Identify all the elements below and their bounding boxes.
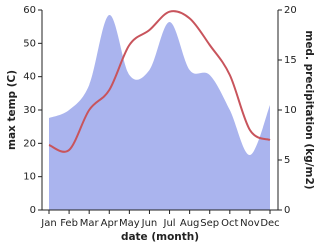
y2-tick-label: 0 — [284, 205, 290, 216]
y-tick-label: 20 — [23, 138, 36, 149]
x-tick-label: Apr — [101, 218, 119, 229]
x-axis-label: date (month) — [121, 231, 199, 243]
x-tick-label: Jul — [163, 218, 176, 229]
x-tick-label: Jan — [40, 218, 56, 229]
y-tick-label: 40 — [23, 72, 36, 83]
y2-tick-label: 10 — [284, 105, 297, 116]
x-tick-label: Jun — [141, 218, 158, 229]
y2-tick-label: 15 — [284, 55, 297, 66]
x-tick-label: Aug — [180, 218, 200, 229]
x-tick-label: Dec — [260, 218, 279, 229]
y-tick-label: 10 — [23, 172, 36, 183]
x-tick-label: May — [119, 218, 140, 229]
y-tick-label: 30 — [23, 105, 36, 116]
precip-area — [49, 14, 270, 210]
y-tick-label: 50 — [23, 38, 36, 49]
x-tick-label: Nov — [240, 218, 260, 229]
x-tick-label: Mar — [80, 218, 100, 229]
x-tick-label: Sep — [200, 218, 219, 229]
y2-tick-label: 20 — [284, 5, 297, 16]
y-tick-label: 60 — [23, 5, 36, 16]
x-tick-label: Oct — [221, 218, 238, 229]
y-tick-label: 0 — [30, 205, 36, 216]
temp-line — [48, 10, 271, 153]
y2-axis-label: med. precipitation (kg/m2) — [303, 30, 315, 189]
y-axis-label: max temp (C) — [6, 70, 18, 150]
x-tick-label: Feb — [60, 218, 78, 229]
y2-tick-label: 5 — [284, 155, 290, 166]
